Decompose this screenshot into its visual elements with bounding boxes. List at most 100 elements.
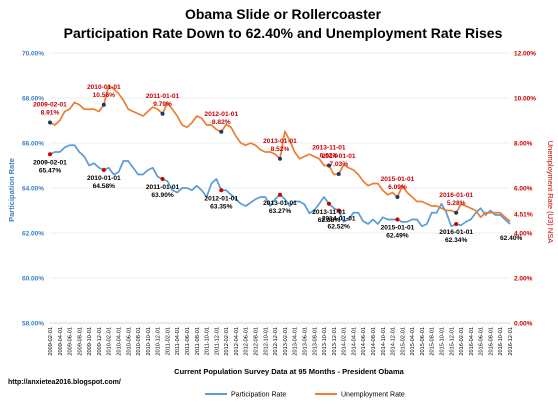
- x-axis-ticks: 2009-02-01 2009-04-01 2009-06-01 2009-08-01…: [48, 327, 514, 356]
- x-tick-label: 2011-12-01: [214, 327, 220, 355]
- annotation-value-label: 63.35%: [210, 203, 233, 210]
- annotation-date-label: 2010-01-01: [87, 84, 121, 91]
- x-tick-label: 2016-08-01: [488, 327, 494, 356]
- x-tick-label: 2010-08-01: [136, 327, 142, 356]
- x-tick-label: 2009-08-01: [77, 327, 83, 356]
- annotation-marker: [101, 168, 106, 172]
- left-axis-ticks: 58.00% 60.00% 62.00% 64.00% 66.00% 68.00% 70.0…: [22, 50, 44, 327]
- x-tick-label: 2013-04-01: [293, 327, 299, 356]
- y-tick-label-left: 64.00%: [22, 185, 44, 192]
- x-tick-label: 2015-08-01: [430, 327, 436, 356]
- annotation-date-label: 2016-01-01: [439, 229, 473, 236]
- chart-title-line2: Participation Rate Down to 62.40% and Un…: [64, 25, 503, 41]
- x-tick-label: 2010-12-01: [156, 327, 162, 356]
- x-tick-label: 2010-04-01: [117, 327, 123, 356]
- x-tick-label: 2014-10-01: [381, 327, 387, 356]
- annotation-value-label: 6.09%: [388, 184, 407, 191]
- y-tick-label-right: 6.00%: [514, 185, 533, 192]
- x-tick-label: 2013-06-01: [302, 327, 308, 356]
- annotation-value-label: 62.52%: [328, 224, 351, 231]
- y-tick-label-left: 70.00%: [22, 50, 44, 57]
- x-tick-label: 2012-12-01: [273, 327, 279, 356]
- x-tick-label: 2015-12-01: [449, 327, 455, 356]
- y-tick-label-right: 10.00%: [514, 95, 536, 102]
- x-tick-label: 2015-04-01: [410, 327, 416, 356]
- annotation-date-label: 2013-11-01: [312, 145, 346, 152]
- x-tick-label: 2009-06-01: [68, 327, 74, 356]
- x-tick-label: 2012-02-01: [224, 327, 230, 356]
- x-tick-label: 2009-04-01: [58, 327, 64, 356]
- x-tick-label: 2016-10-01: [498, 327, 504, 356]
- x-tick-label: 2011-04-01: [175, 327, 181, 355]
- annotation-value-label: 4.51%: [514, 212, 533, 219]
- annotation-date-label: 2012-01-01: [204, 111, 238, 118]
- x-tick-label: 2014-06-01: [361, 327, 367, 356]
- right-axis-ticks: 0.00% 2.00% 4.00% 6.00% 8.00% 10.00% 12.00%: [514, 50, 536, 327]
- annotation-marker: [326, 201, 331, 206]
- annotation-value-label: 62.40%: [500, 235, 523, 242]
- annotation-date-label: 2013-11-01: [312, 209, 346, 216]
- annotation-date-label: 2016-01-01: [439, 192, 473, 199]
- y-tick-label-left: 68.00%: [22, 95, 44, 102]
- annotation-marker: [160, 177, 165, 181]
- x-tick-label: 2016-12-01: [508, 327, 514, 356]
- x-tick-label: 2010-06-01: [126, 327, 132, 356]
- y-tick-label-left: 60.00%: [22, 275, 44, 282]
- x-tick-label: 2013-08-01: [312, 327, 318, 356]
- annotation-marker: [219, 129, 224, 134]
- y-tick-label-right: 4.00%: [514, 230, 533, 237]
- annotation-value-label: 63.90%: [151, 192, 174, 199]
- y-tick-label-left: 66.00%: [22, 140, 44, 147]
- annotation-value-label: 9.79%: [153, 101, 172, 108]
- annotation-markers: [48, 102, 459, 226]
- x-tick-label: 2010-02-01: [107, 327, 113, 356]
- x-tick-label: 2009-02-01: [48, 327, 54, 356]
- annotation-marker: [101, 102, 106, 107]
- x-tick-label: 2012-04-01: [234, 327, 240, 356]
- annotation-value-label: 8.82%: [212, 119, 231, 126]
- chart-title-line1: Obama Slide or Rollercoaster: [185, 6, 382, 22]
- y-axis-title-right: Unemployment Rate (U3) NSA: [546, 141, 555, 244]
- legend: Participation Rate Unemployment Rate: [205, 392, 405, 399]
- annotation-date-label: 2011-01-01: [146, 93, 180, 100]
- x-tick-label: 2011-06-01: [185, 327, 191, 355]
- annotation-value-label: 5.28%: [447, 200, 466, 207]
- x-tick-label: 2013-10-01: [322, 327, 328, 356]
- annotation-marker: [454, 210, 459, 215]
- x-tick-label: 2012-10-01: [263, 327, 269, 356]
- annotation-value-label: 63.27%: [269, 208, 292, 215]
- annotation-value-label: 7.03%: [329, 161, 348, 168]
- y-tick-label-right: 12.00%: [514, 50, 536, 57]
- annotation-marker: [219, 188, 224, 193]
- y-axis-title-left: Participation Rate: [7, 158, 16, 222]
- annotation-date-label: 2011-01-01: [146, 184, 180, 191]
- x-tick-label: 2014-12-01: [391, 327, 397, 356]
- annotation-date-label: 2015-01-01: [381, 176, 415, 183]
- annotation-date-label: 2010-01-01: [87, 175, 121, 182]
- x-tick-label: 2014-08-01: [371, 327, 377, 356]
- annotation-value-label: 6.62%: [320, 153, 339, 160]
- y-tick-label-right: 8.00%: [514, 140, 533, 147]
- x-tick-label: 2015-10-01: [439, 327, 445, 356]
- annotation-marker: [395, 195, 400, 199]
- x-tick-label: 2016-02-01: [459, 327, 465, 356]
- annotation-marker: [395, 217, 400, 222]
- x-tick-label: 2011-10-01: [205, 327, 211, 355]
- y-tick-label-left: 58.00%: [22, 320, 44, 327]
- x-tick-label: 2009-12-01: [97, 327, 103, 356]
- annotation-marker: [48, 120, 52, 125]
- annotation-date-label: 2013-01-01: [263, 138, 297, 145]
- annotation-date-label: 2014-01-01: [322, 153, 356, 160]
- annotation-marker: [454, 222, 459, 226]
- annotation-value-label: 8.91%: [41, 110, 60, 117]
- x-tick-label: 2014-04-01: [351, 327, 357, 356]
- x-tick-label: 2010-10-01: [146, 327, 152, 356]
- x-tick-label: 2009-10-01: [87, 327, 93, 356]
- legend-label: Unemployment Rate: [341, 392, 405, 399]
- x-tick-label: 2012-06-01: [244, 327, 250, 356]
- annotation-value-label: 10.56%: [93, 92, 116, 99]
- y-tick-label-right: 2.00%: [514, 275, 533, 282]
- y-tick-label-left: 62.00%: [22, 230, 44, 237]
